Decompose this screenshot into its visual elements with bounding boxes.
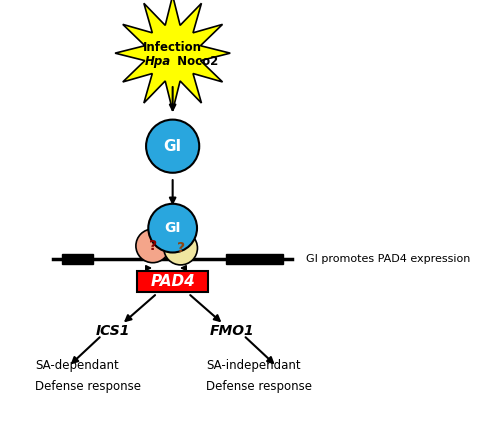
FancyBboxPatch shape [137, 271, 208, 292]
Text: Defense response: Defense response [36, 381, 142, 393]
Text: Hpa: Hpa [144, 54, 171, 68]
Text: Defense response: Defense response [206, 381, 312, 393]
Circle shape [148, 204, 197, 253]
Text: ?: ? [148, 239, 157, 253]
Circle shape [136, 229, 170, 263]
Text: Infection: Infection [143, 41, 202, 54]
Circle shape [146, 120, 199, 173]
Circle shape [164, 231, 198, 265]
FancyBboxPatch shape [226, 254, 283, 264]
Text: SA-dependant: SA-dependant [36, 359, 119, 372]
Text: FMO1: FMO1 [210, 324, 255, 338]
Text: GI promotes PAD4 expression: GI promotes PAD4 expression [306, 254, 470, 264]
Text: SA-independant: SA-independant [206, 359, 300, 372]
Text: GI: GI [164, 221, 181, 235]
Text: GI: GI [164, 139, 182, 154]
Text: ICS1: ICS1 [96, 324, 130, 338]
Text: PAD4: PAD4 [150, 274, 195, 289]
Text: Noco2: Noco2 [172, 54, 218, 68]
FancyBboxPatch shape [62, 254, 93, 264]
Text: ?: ? [176, 241, 184, 255]
Polygon shape [115, 0, 230, 111]
